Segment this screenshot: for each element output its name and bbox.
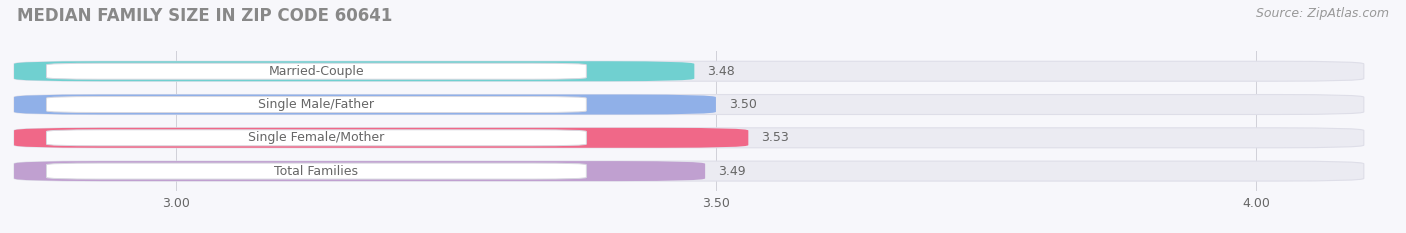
Text: Married-Couple: Married-Couple [269,65,364,78]
FancyBboxPatch shape [46,96,586,113]
FancyBboxPatch shape [46,163,586,179]
Text: 3.49: 3.49 [718,164,745,178]
FancyBboxPatch shape [14,61,1364,81]
FancyBboxPatch shape [14,61,695,81]
Text: Source: ZipAtlas.com: Source: ZipAtlas.com [1256,7,1389,20]
FancyBboxPatch shape [14,161,1364,181]
FancyBboxPatch shape [14,128,748,148]
FancyBboxPatch shape [14,128,1364,148]
Text: MEDIAN FAMILY SIZE IN ZIP CODE 60641: MEDIAN FAMILY SIZE IN ZIP CODE 60641 [17,7,392,25]
Text: 3.50: 3.50 [728,98,756,111]
FancyBboxPatch shape [14,95,716,114]
Text: 3.48: 3.48 [707,65,735,78]
Text: Single Male/Father: Single Male/Father [259,98,374,111]
FancyBboxPatch shape [14,161,706,181]
FancyBboxPatch shape [46,130,586,146]
FancyBboxPatch shape [46,63,586,79]
Text: Total Families: Total Families [274,164,359,178]
Text: Single Female/Mother: Single Female/Mother [249,131,384,144]
Text: 3.53: 3.53 [761,131,789,144]
FancyBboxPatch shape [14,95,1364,114]
